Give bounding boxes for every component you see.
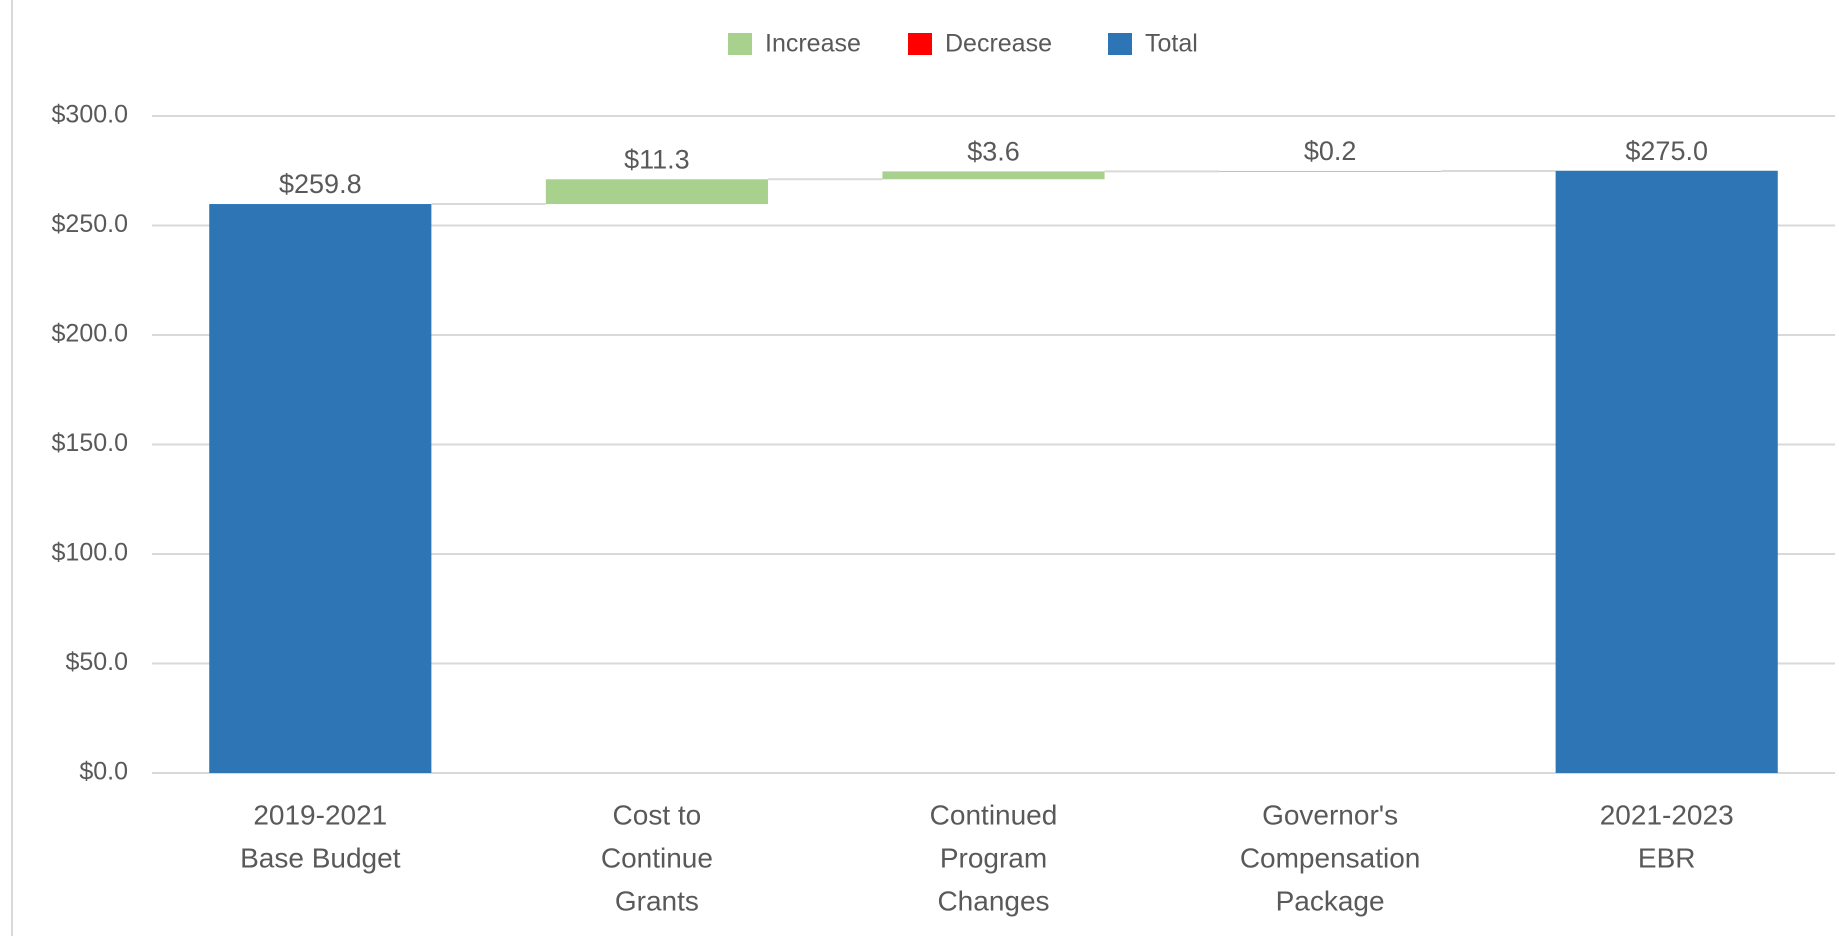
bar [1555,170,1778,773]
value-label: $259.8 [279,169,362,199]
x-tick-label: Cost to [613,799,702,830]
x-tick-label: Compensation [1240,842,1421,873]
x-tick-label: Changes [937,885,1049,916]
x-tick-label: Program [940,842,1047,873]
value-label: $275.0 [1625,136,1708,166]
value-label: $11.3 [624,144,690,174]
value-label: $0.2 [1304,136,1357,166]
bar [882,171,1105,180]
y-tick-label: $250.0 [52,210,128,238]
x-tick-label: Governor's [1262,799,1398,830]
x-tick-label: 2021-2023 [1600,799,1734,830]
legend-swatch [1108,33,1132,55]
value-label: $3.6 [967,137,1020,167]
legend-label: Decrease [945,30,1052,58]
x-tick-label: Base Budget [240,842,401,873]
y-tick-label: $300.0 [52,101,128,129]
legend-label: Total [1145,30,1198,58]
y-tick-label: $50.0 [65,648,128,676]
y-tick-label: $100.0 [52,539,128,567]
x-tick-label: Package [1276,885,1385,916]
x-tick-label: 2019-2021 [253,799,387,830]
bar [545,179,768,205]
legend-swatch [908,33,932,55]
y-tick-label: $0.0 [79,758,128,786]
bar [209,204,432,774]
y-tick-label: $150.0 [52,429,128,457]
x-tick-label: Grants [615,885,699,916]
legend-label: Increase [765,30,861,58]
y-tick-label: $200.0 [52,320,128,348]
x-tick-label: Continue [601,842,713,873]
bar [1219,170,1442,172]
x-tick-label: Continued [930,799,1058,830]
x-tick-label: EBR [1638,842,1696,873]
legend-swatch [728,33,752,55]
